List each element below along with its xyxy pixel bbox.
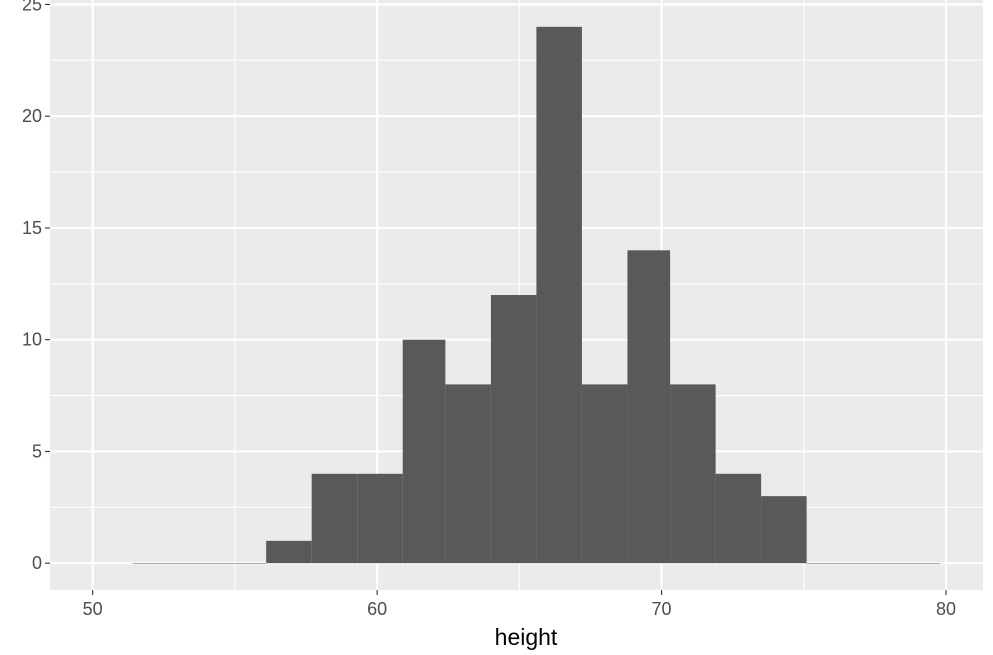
histogram-bar [627, 250, 671, 564]
histogram-bar [266, 540, 312, 564]
y-tick-label: 0 [32, 553, 42, 573]
y-tick-label: 25 [22, 0, 42, 14]
histogram-bar [311, 473, 358, 564]
y-axis: 0 5 10 15 20 25 [22, 0, 50, 573]
histogram-bar [178, 563, 221, 564]
histogram-bar [806, 563, 853, 564]
y-tick-label: 5 [32, 441, 42, 461]
x-tick-label: 70 [652, 599, 672, 619]
y-tick-label: 20 [22, 106, 42, 126]
x-tick-label: 60 [367, 599, 387, 619]
x-tick-label: 80 [936, 599, 956, 619]
histogram-bar [357, 473, 403, 564]
histogram-bar [536, 26, 582, 564]
x-axis: 50 60 70 80 [83, 590, 956, 619]
y-tick-label: 15 [22, 218, 42, 238]
histogram-bar [761, 496, 807, 564]
histogram-bar [581, 384, 628, 564]
histogram-bar [715, 473, 762, 564]
histogram-bar [490, 295, 537, 564]
y-tick-label: 10 [22, 330, 42, 350]
histogram-bar [670, 384, 716, 564]
histogram-bar [445, 384, 491, 564]
x-axis-title: height [495, 624, 558, 650]
histogram-bar [220, 563, 267, 564]
histogram-bar [132, 563, 179, 564]
histogram-bar [402, 339, 446, 564]
histogram-bar [894, 563, 941, 564]
x-tick-label: 50 [83, 599, 103, 619]
histogram-bars [132, 26, 941, 564]
histogram-bar [852, 563, 895, 564]
